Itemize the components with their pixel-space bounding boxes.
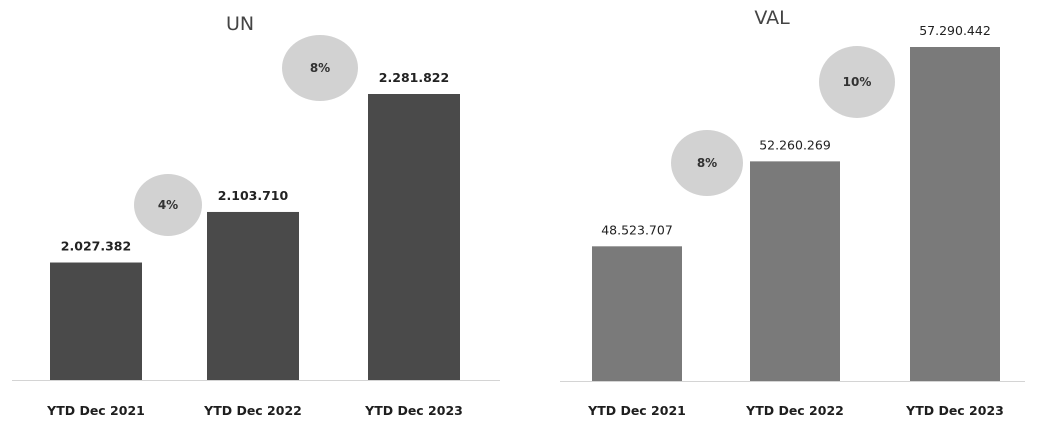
category-label: YTD Dec 2021 <box>46 403 145 418</box>
chart-0: UN 2.027.382 YTD Dec 2021 2.103.710 YTD Dec … <box>12 13 500 418</box>
bar <box>750 161 840 381</box>
growth-badge <box>134 174 202 236</box>
bar <box>592 246 682 381</box>
data-label: 2.281.822 <box>379 70 449 85</box>
category-label: YTD Dec 2023 <box>905 403 1004 418</box>
growth-badge-label: 4% <box>158 198 178 212</box>
data-label: 2.027.382 <box>61 239 131 254</box>
growth-badge <box>282 35 358 101</box>
growth-badge-label: 8% <box>310 61 330 75</box>
category-label: YTD Dec 2022 <box>203 403 302 418</box>
growth-badge-label: 10% <box>843 75 872 89</box>
category-label: YTD Dec 2022 <box>745 403 844 418</box>
chart-title: VAL <box>754 7 790 29</box>
growth-badge-label: 8% <box>697 156 717 170</box>
chart-title: UN <box>226 13 254 35</box>
data-label: 52.260.269 <box>759 137 831 152</box>
bar <box>368 94 460 380</box>
bar <box>50 262 142 380</box>
bar <box>207 211 299 380</box>
bar <box>910 47 1000 381</box>
chart-1: VAL 48.523.707 YTD Dec 2021 52.260.269 YTD D… <box>560 7 1025 418</box>
data-label: 2.103.710 <box>218 188 289 203</box>
data-label: 57.290.442 <box>919 23 991 38</box>
data-label: 48.523.707 <box>601 222 673 237</box>
growth-badge <box>671 130 743 196</box>
growth-badge <box>819 46 895 118</box>
category-label: YTD Dec 2023 <box>364 403 463 418</box>
category-label: YTD Dec 2021 <box>587 403 686 418</box>
